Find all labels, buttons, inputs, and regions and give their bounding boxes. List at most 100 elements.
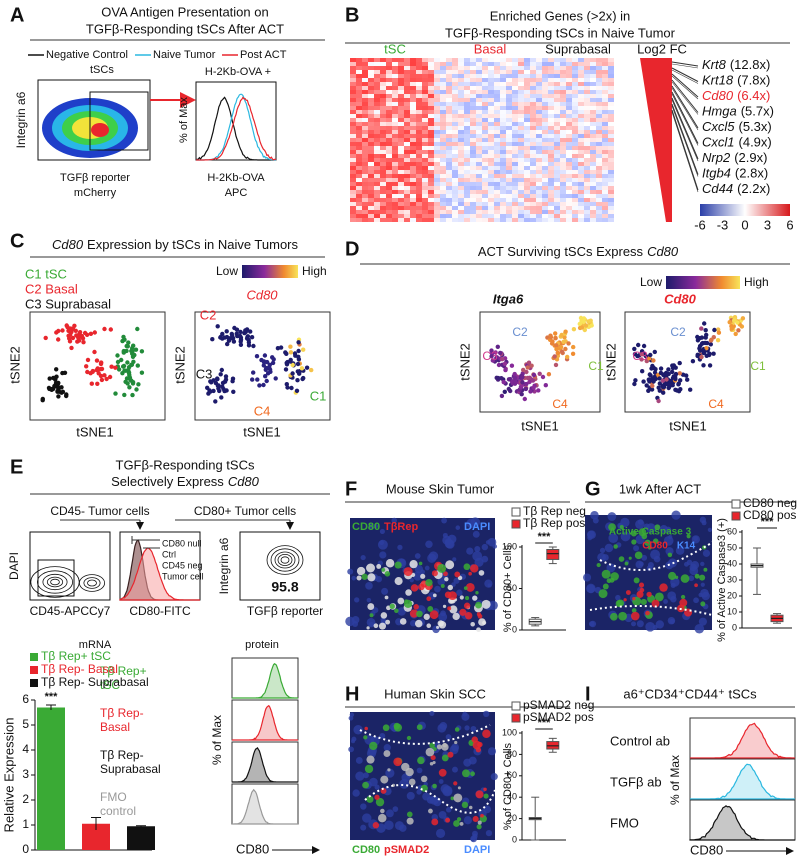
heatmap-cell <box>602 134 608 138</box>
heatmap-cell <box>440 106 446 110</box>
cell-dot <box>65 324 70 330</box>
heatmap-cell <box>518 106 524 110</box>
heatmap-cell <box>380 158 386 162</box>
heatmap-cell <box>470 70 476 74</box>
contour <box>42 573 68 591</box>
heatmap-cell <box>452 70 458 74</box>
cell-dot <box>740 316 746 321</box>
heatmap-cell <box>608 130 614 134</box>
heatmap-cell <box>524 86 530 90</box>
heatmap-cell <box>488 66 494 70</box>
row-label: Tβ Rep- <box>100 706 144 720</box>
stain-spot <box>483 793 489 799</box>
panel-letter: H <box>345 683 359 705</box>
heatmap-cell <box>470 154 476 158</box>
heatmap-cell <box>506 110 512 114</box>
heatmap-cell <box>398 206 404 210</box>
panel-letter: D <box>345 238 359 260</box>
nucleus <box>360 803 367 810</box>
heatmap-cell <box>584 210 590 214</box>
heatmap-cell <box>476 206 482 210</box>
heatmap-cell <box>530 118 536 122</box>
y-tick-label: 0 <box>512 624 517 634</box>
cell-dot <box>525 375 530 381</box>
cell-dot <box>715 338 721 343</box>
stain-spot <box>416 724 423 731</box>
axis-label: CD80 <box>690 842 723 857</box>
cell-dot <box>67 339 73 344</box>
heatmap-cell <box>482 198 488 202</box>
heatmap-cell <box>374 94 380 98</box>
heatmap-cell <box>500 218 506 222</box>
stain-spot <box>454 740 458 745</box>
heatmap-cell <box>392 150 398 154</box>
heatmap-cell <box>386 62 392 66</box>
heatmap-cell <box>392 62 398 66</box>
heatmap-cell <box>608 138 614 142</box>
heatmap-cell <box>434 194 440 198</box>
heatmap-cell <box>362 126 368 130</box>
stain-spot <box>477 613 483 619</box>
heatmap-cell <box>464 58 470 62</box>
heatmap-cell <box>374 126 380 130</box>
heatmap-cell <box>422 178 428 182</box>
nucleus <box>406 791 415 800</box>
heatmap-cell <box>608 70 614 74</box>
stain-spot <box>631 539 637 545</box>
heatmap-cell <box>524 178 530 182</box>
cell-dot <box>262 353 268 358</box>
heatmap-cell <box>428 162 434 166</box>
heatmap-cell <box>422 154 428 158</box>
heatmap-cell <box>482 162 488 166</box>
heatmap-cell <box>476 142 482 146</box>
heatmap-cell <box>578 214 584 218</box>
heatmap-cell <box>422 62 428 66</box>
heatmap-cell <box>554 74 560 78</box>
heatmap-cell <box>434 110 440 114</box>
heatmap-cell <box>398 174 404 178</box>
heatmap-cell <box>446 138 452 142</box>
cell-dot <box>496 375 501 381</box>
heatmap-cell <box>356 142 362 146</box>
heatmap-cell <box>548 170 554 174</box>
heatmap-cell <box>554 182 560 186</box>
heatmap-cell <box>476 182 482 186</box>
nucleus <box>366 617 376 627</box>
heatmap-cell <box>362 178 368 182</box>
cell-dot <box>490 358 495 363</box>
heatmap-cell <box>566 74 572 78</box>
heatmap-cell <box>488 210 494 214</box>
heatmap-cell <box>374 114 380 118</box>
heatmap-cell <box>536 206 542 210</box>
cell-dot <box>56 337 61 342</box>
bar <box>127 826 155 850</box>
cell-dot <box>506 377 512 382</box>
heatmap-cell <box>434 166 440 170</box>
stain-spot <box>394 561 402 569</box>
heatmap-cell <box>584 114 590 118</box>
heatmap-cell <box>470 114 476 118</box>
heatmap-cell <box>458 58 464 62</box>
heatmap-cell <box>578 194 584 198</box>
heatmap-cell <box>350 162 356 166</box>
heatmap-cell <box>596 90 602 94</box>
heatmap-cell <box>356 158 362 162</box>
cell-dot <box>123 368 128 373</box>
heatmap-cell <box>350 58 356 62</box>
heatmap-cell <box>608 206 614 210</box>
heatmap-cell <box>506 150 512 154</box>
legend-label: pSMAD2 pos <box>523 710 594 724</box>
heatmap-cell <box>350 86 356 90</box>
nucleus <box>667 591 677 601</box>
heatmap-cell <box>434 98 440 102</box>
heatmap-cell <box>410 90 416 94</box>
heatmap-cell <box>380 134 386 138</box>
heatmap-cell <box>470 78 476 82</box>
heatmap-cell <box>452 150 458 154</box>
cell-dot <box>495 344 500 349</box>
nucleus <box>671 510 681 520</box>
stain-spot <box>444 591 452 599</box>
heatmap-cell <box>392 74 398 78</box>
heatmap-cell <box>398 98 404 102</box>
cell-dot <box>652 370 658 375</box>
